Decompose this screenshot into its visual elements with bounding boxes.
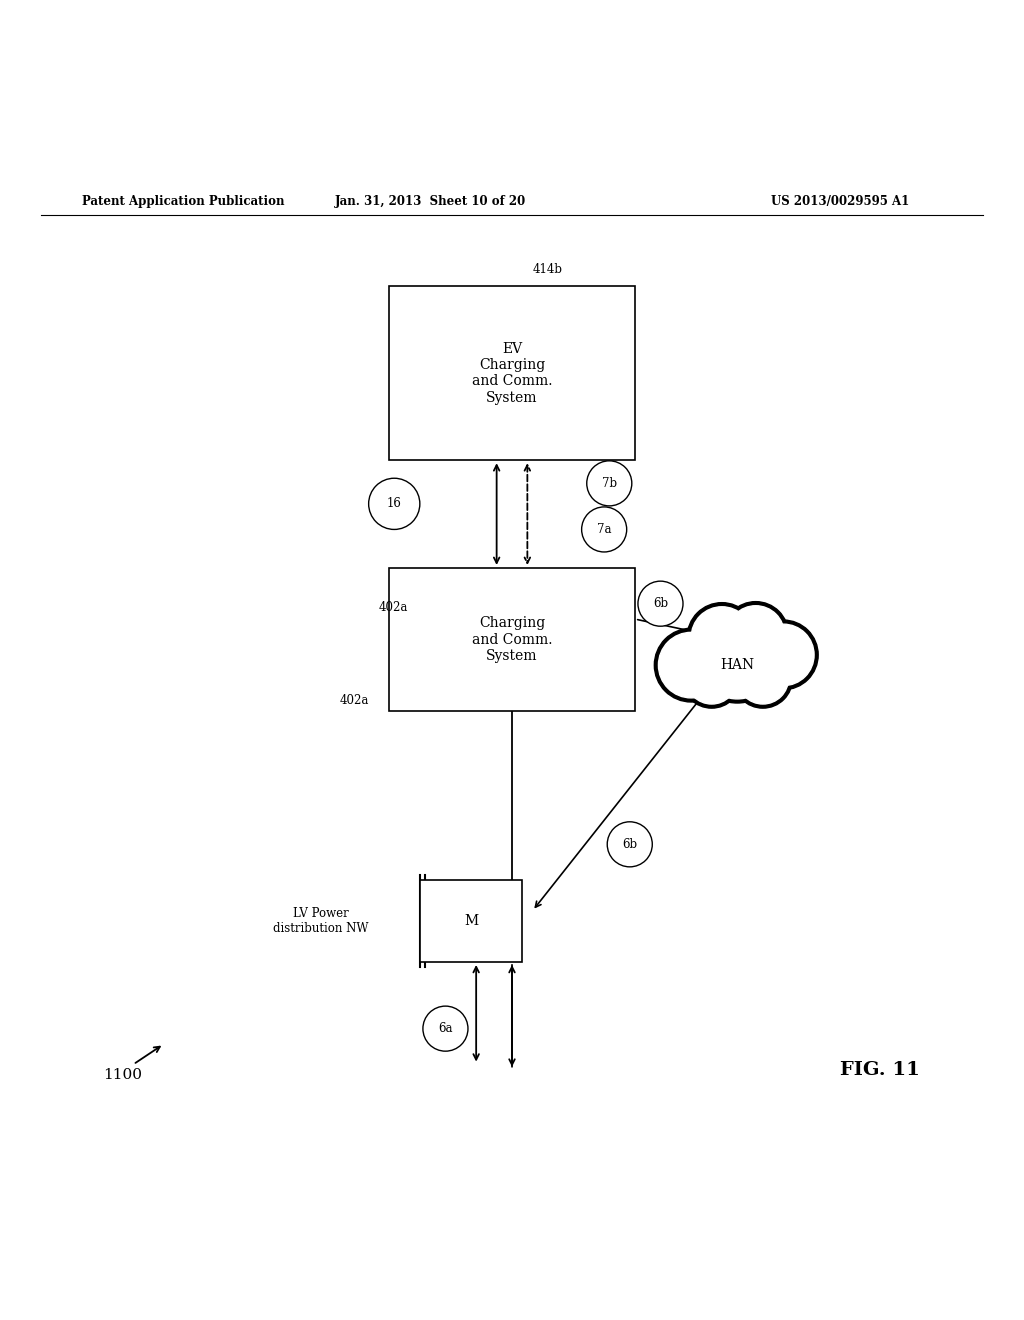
Circle shape	[737, 653, 788, 704]
Text: 414b: 414b	[532, 263, 562, 276]
Text: 402a: 402a	[379, 601, 409, 614]
Circle shape	[686, 653, 737, 704]
Text: 7b: 7b	[602, 477, 616, 490]
FancyBboxPatch shape	[389, 568, 635, 711]
Text: 16: 16	[387, 498, 401, 511]
Text: 402a: 402a	[339, 694, 369, 708]
Circle shape	[694, 616, 780, 704]
Text: 6b: 6b	[623, 838, 637, 851]
Text: Jan. 31, 2013  Sheet 10 of 20: Jan. 31, 2013 Sheet 10 of 20	[335, 195, 525, 207]
FancyBboxPatch shape	[389, 286, 635, 461]
Text: Charging
and Comm.
System: Charging and Comm. System	[472, 616, 552, 663]
Circle shape	[369, 478, 420, 529]
Text: 6b: 6b	[653, 597, 668, 610]
Text: 7a: 7a	[597, 523, 611, 536]
Circle shape	[733, 648, 793, 708]
Text: 6a: 6a	[438, 1022, 453, 1035]
Circle shape	[698, 622, 776, 698]
Circle shape	[723, 602, 788, 667]
Circle shape	[582, 507, 627, 552]
Text: HAN: HAN	[720, 659, 755, 672]
Circle shape	[587, 461, 632, 506]
Circle shape	[727, 606, 784, 663]
FancyBboxPatch shape	[420, 880, 522, 962]
Circle shape	[753, 624, 814, 685]
Circle shape	[658, 632, 724, 698]
Circle shape	[607, 822, 652, 867]
Text: FIG. 11: FIG. 11	[840, 1060, 920, 1078]
Text: LV Power
distribution NW: LV Power distribution NW	[273, 907, 369, 935]
Circle shape	[638, 581, 683, 626]
Text: M: M	[464, 915, 478, 928]
Circle shape	[654, 628, 728, 702]
Text: 1100: 1100	[103, 1068, 142, 1081]
Circle shape	[682, 648, 741, 708]
Text: US 2013/0029595 A1: US 2013/0029595 A1	[770, 195, 909, 207]
Circle shape	[749, 620, 818, 689]
Circle shape	[691, 607, 753, 668]
Text: Patent Application Publication: Patent Application Publication	[82, 195, 285, 207]
Text: EV
Charging
and Comm.
System: EV Charging and Comm. System	[472, 342, 552, 404]
Circle shape	[423, 1006, 468, 1051]
Circle shape	[687, 603, 757, 672]
